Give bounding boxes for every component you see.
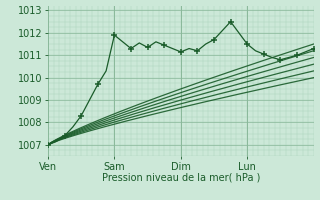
X-axis label: Pression niveau de la mer( hPa ): Pression niveau de la mer( hPa ) [102,173,260,183]
